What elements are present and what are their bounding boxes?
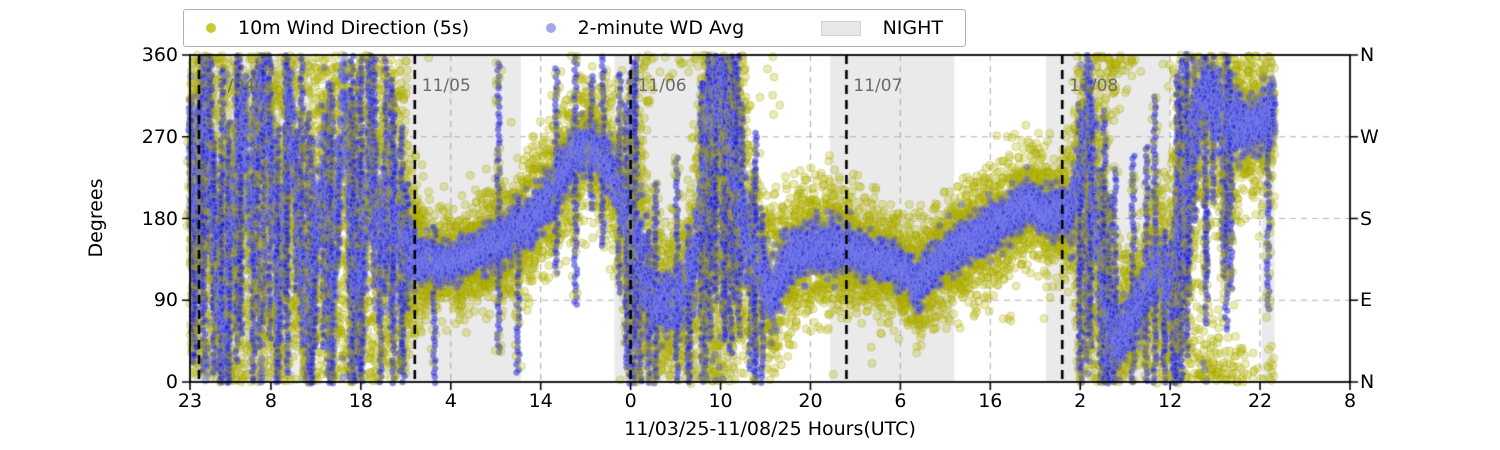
legend-label: 10m Wind Direction (5s) bbox=[238, 17, 470, 39]
scatter-marker-icon bbox=[545, 23, 556, 33]
cardinal-direction-label: W bbox=[1360, 125, 1379, 148]
x-tick-label: 18 bbox=[348, 390, 373, 412]
cardinal-direction-label: S bbox=[1360, 207, 1373, 230]
legend-item: NIGHT bbox=[820, 17, 943, 39]
y-tick-label: 0 bbox=[165, 371, 178, 393]
x-tick-label: 16 bbox=[978, 390, 1003, 412]
cardinal-direction-label: N bbox=[1360, 44, 1375, 66]
x-axis-label: 11/03/25-11/08/25 Hours(UTC) bbox=[624, 418, 916, 440]
scatter-marker-icon bbox=[206, 23, 216, 33]
day-label: 11/05 bbox=[421, 76, 471, 96]
legend-label: 2-minute WD Avg bbox=[577, 17, 745, 39]
x-tick-label: 14 bbox=[528, 390, 553, 412]
night-patch-icon bbox=[820, 20, 861, 36]
day-label: 11/04 bbox=[205, 76, 255, 96]
x-tick-label: 20 bbox=[798, 390, 823, 412]
x-tick-label: 23 bbox=[177, 390, 203, 412]
x-tick-label: 12 bbox=[1158, 390, 1183, 412]
day-label: 11/08 bbox=[1069, 76, 1119, 96]
legend: 10m Wind Direction (5s) 2-minute WD Avg NI… bbox=[183, 9, 966, 47]
x-tick-label: 8 bbox=[1343, 390, 1357, 412]
y-axis-label: Degrees bbox=[85, 178, 107, 258]
x-tick-label: 22 bbox=[1247, 390, 1273, 412]
y-tick-label: 360 bbox=[141, 44, 178, 66]
legend-item: 2-minute WD Avg bbox=[545, 17, 745, 39]
day-label: 11/07 bbox=[853, 76, 903, 96]
x-tick-label: 2 bbox=[1074, 390, 1087, 412]
y-tick-label: 90 bbox=[153, 289, 178, 312]
x-tick-label: 10 bbox=[708, 390, 733, 412]
x-tick-label: 6 bbox=[894, 390, 907, 412]
cardinal-direction-label: E bbox=[1360, 289, 1373, 312]
legend-label: NIGHT bbox=[882, 17, 943, 39]
y-tick-label: 180 bbox=[141, 207, 178, 230]
day-label: 11/06 bbox=[637, 76, 687, 96]
x-tick-label: 4 bbox=[444, 390, 457, 412]
y-tick-label: 270 bbox=[141, 125, 178, 148]
legend-item: 10m Wind Direction (5s) bbox=[206, 17, 469, 39]
x-tick-label: 8 bbox=[264, 390, 277, 412]
x-tick-label: 0 bbox=[624, 390, 637, 412]
cardinal-direction-label: N bbox=[1360, 371, 1375, 393]
